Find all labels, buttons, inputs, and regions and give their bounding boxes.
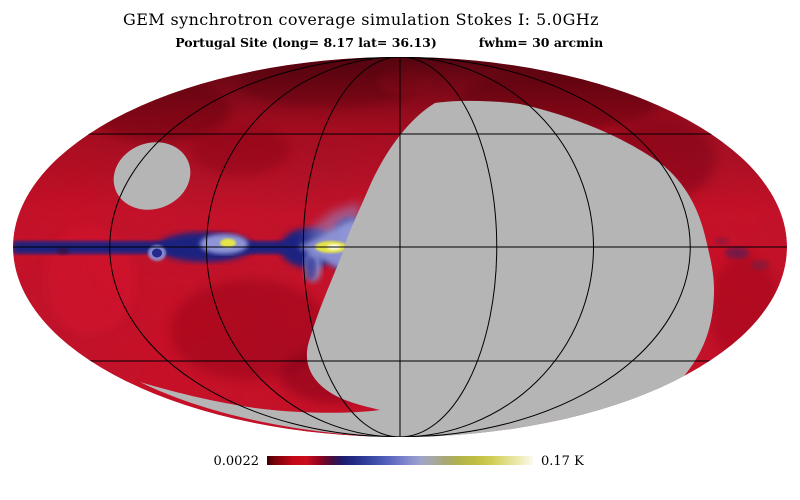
dark-patch bbox=[710, 255, 780, 365]
figure-subtitle-site: Portugal Site (long= 8.17 lat= 36.13) bbox=[175, 35, 437, 50]
meridian-plus-135 bbox=[399, 57, 691, 437]
meridian-minus-135 bbox=[109, 57, 401, 437]
plane-wrap-right bbox=[751, 260, 769, 270]
meridian-minus-45 bbox=[302, 57, 401, 437]
faint-source bbox=[57, 247, 69, 255]
figure-subtitle-fwhm: fwhm= 30 arcmin bbox=[479, 35, 603, 50]
plane-halo-lower bbox=[306, 256, 316, 280]
colorbar-max-label: 0.17 K bbox=[541, 454, 584, 469]
colorbar: 0.0022 0.17 K bbox=[214, 454, 585, 469]
dark-patch bbox=[170, 280, 330, 380]
colorbar-min-label: 0.0022 bbox=[214, 454, 260, 469]
plane-wrap-right bbox=[715, 237, 729, 245]
meridian-plus-90 bbox=[399, 57, 594, 437]
graticule bbox=[13, 57, 787, 437]
plane-wrap-right bbox=[725, 247, 749, 259]
meridian-plus-45 bbox=[399, 57, 498, 437]
compact-source bbox=[152, 248, 162, 258]
colorbar-gradient bbox=[267, 456, 533, 465]
unobserved-region-spot bbox=[113, 142, 191, 210]
figure-title: GEM synchrotron coverage simulation Stok… bbox=[123, 10, 599, 29]
meridian-minus-90 bbox=[206, 57, 401, 437]
emission-peak bbox=[220, 238, 236, 248]
unobserved-region-main bbox=[140, 100, 715, 437]
